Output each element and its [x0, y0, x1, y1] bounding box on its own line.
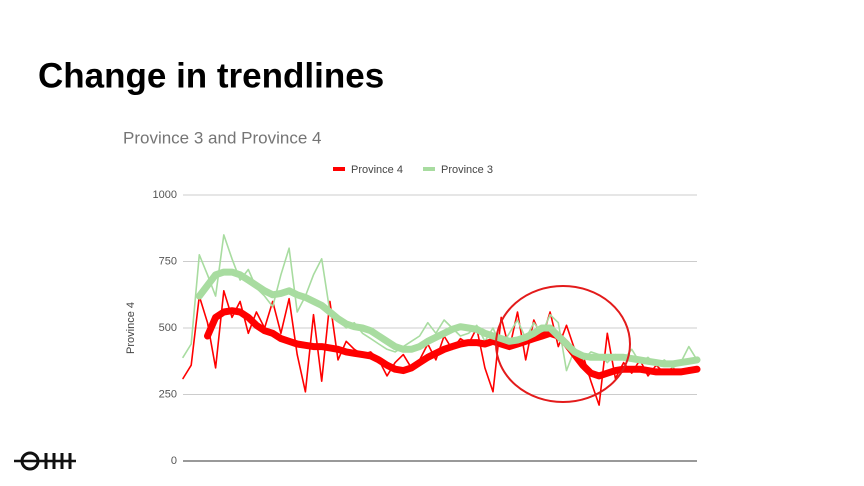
y-tick-label: 0 — [171, 455, 177, 467]
legend-label: Province 3 — [441, 164, 493, 176]
legend-label: Province 4 — [351, 164, 403, 176]
trend-line — [195, 268, 701, 368]
y-axis-label: Province 4 — [125, 302, 137, 354]
highlight-circle — [495, 285, 631, 403]
y-tick-label: 500 — [159, 322, 177, 334]
chart-title: Province 3 and Province 4 — [123, 128, 321, 147]
y-tick-label: 1000 — [153, 189, 177, 201]
trend-line — [204, 307, 701, 380]
y-tick-label: 750 — [159, 255, 177, 267]
y-tick-label: 250 — [159, 388, 177, 400]
slide-title: Change in trendlines — [38, 56, 384, 95]
logo — [14, 451, 76, 471]
